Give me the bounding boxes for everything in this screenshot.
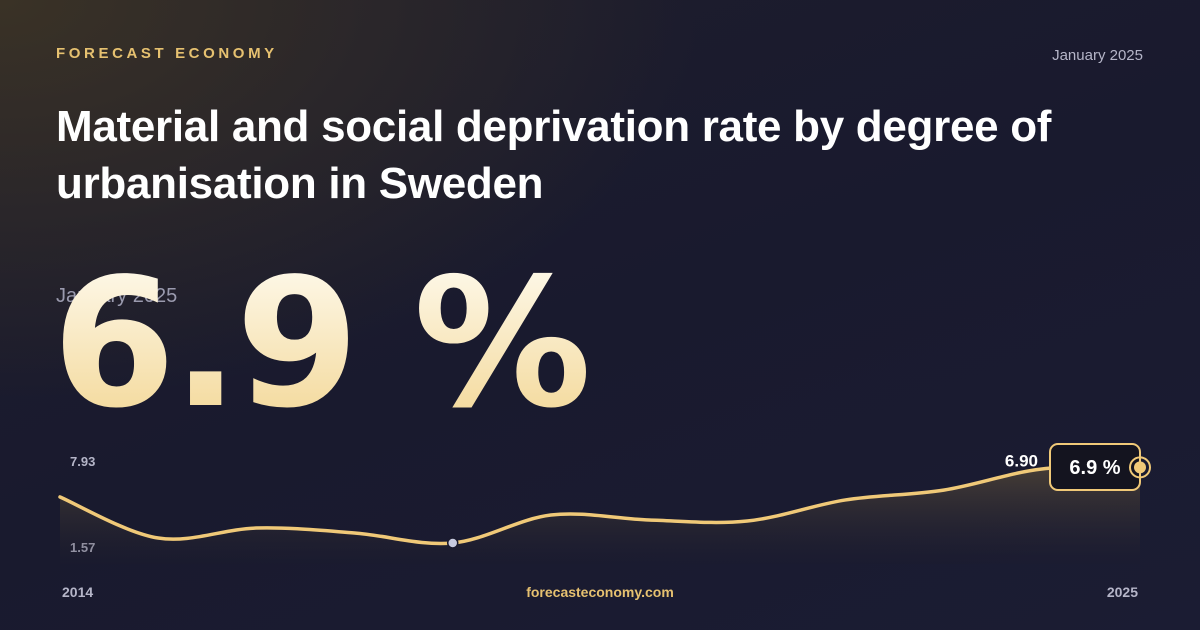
end-ring	[1129, 456, 1151, 479]
y-tick-label: 7.93	[70, 454, 95, 469]
headline-date: January 2025	[56, 285, 177, 307]
x-tick-label: 2014	[62, 584, 93, 600]
title: Material and social deprivation rate by …	[56, 102, 1052, 208]
end-value-label: 6.90	[1005, 451, 1038, 470]
date: January 2025	[1052, 47, 1143, 64]
min-point	[446, 537, 459, 549]
badge-value: 6.9 %	[1069, 457, 1120, 479]
end-point	[1134, 461, 1146, 474]
area	[60, 466, 1140, 564]
site: forecasteconomy.com	[526, 584, 674, 600]
brand: FORECAST ECONOMY	[56, 45, 278, 62]
x-tick-label: 2025	[1107, 584, 1138, 600]
headline-value: 6.9 %	[52, 240, 588, 447]
line	[58, 465, 1142, 546]
